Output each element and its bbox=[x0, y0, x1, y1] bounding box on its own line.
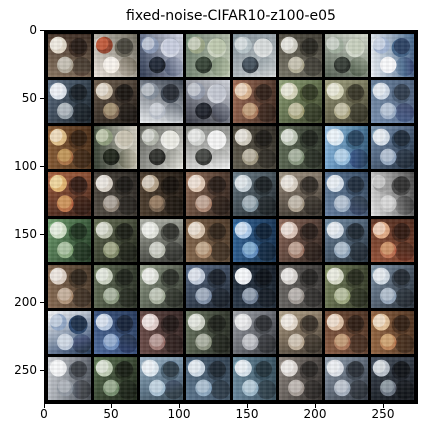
generated-image-tile bbox=[279, 219, 322, 262]
generated-image-tile bbox=[94, 357, 137, 400]
generated-image-tile bbox=[371, 357, 414, 400]
generated-image-tile bbox=[233, 311, 276, 354]
y-tick-50 bbox=[40, 98, 44, 99]
generated-image-tile bbox=[186, 80, 229, 123]
generated-image-tile bbox=[48, 126, 91, 169]
generated-image-tile bbox=[325, 311, 368, 354]
generated-image-tile bbox=[94, 126, 137, 169]
generated-image-tile bbox=[48, 357, 91, 400]
y-tick-200 bbox=[40, 302, 44, 303]
generated-image-tile bbox=[279, 34, 322, 77]
y-tick-250 bbox=[40, 370, 44, 371]
x-tick-label-100: 100 bbox=[168, 408, 191, 420]
generated-image-tile bbox=[371, 34, 414, 77]
generated-image-tile bbox=[233, 265, 276, 308]
generated-image-tile bbox=[279, 357, 322, 400]
generated-image-tile bbox=[279, 126, 322, 169]
y-tick-label-100: 100 bbox=[14, 160, 37, 172]
generated-image-tile bbox=[140, 172, 183, 215]
generated-image-tile bbox=[140, 34, 183, 77]
generated-image-tile bbox=[325, 219, 368, 262]
y-tick-label-50: 50 bbox=[22, 92, 37, 104]
generated-image-tile bbox=[279, 311, 322, 354]
generated-image-tile bbox=[186, 172, 229, 215]
generated-image-tile bbox=[279, 265, 322, 308]
generated-image-tile bbox=[140, 126, 183, 169]
generated-image-tile bbox=[186, 126, 229, 169]
x-tick-label-50: 50 bbox=[103, 408, 118, 420]
generated-image-tile bbox=[371, 172, 414, 215]
generated-image-tile bbox=[94, 172, 137, 215]
y-tick-150 bbox=[40, 234, 44, 235]
generated-image-tile bbox=[186, 265, 229, 308]
image-grid-frame bbox=[44, 30, 418, 404]
generated-image-tile bbox=[233, 219, 276, 262]
generated-image-tile bbox=[186, 34, 229, 77]
generated-image-tile bbox=[371, 265, 414, 308]
generated-image-tile bbox=[48, 311, 91, 354]
generated-image-tile bbox=[48, 34, 91, 77]
generated-image-tile bbox=[186, 357, 229, 400]
x-tick-label-200: 200 bbox=[304, 408, 327, 420]
generated-image-tile bbox=[48, 80, 91, 123]
x-tick-label-250: 250 bbox=[372, 408, 395, 420]
generated-image-tile bbox=[140, 265, 183, 308]
y-tick-label-250: 250 bbox=[14, 364, 37, 376]
generated-image-tile bbox=[94, 34, 137, 77]
generated-image-tile bbox=[48, 219, 91, 262]
y-tick-100 bbox=[40, 166, 44, 167]
generated-image-tile bbox=[325, 172, 368, 215]
generated-image-tile bbox=[325, 34, 368, 77]
generated-image-tile bbox=[279, 80, 322, 123]
generated-image-tile bbox=[94, 311, 137, 354]
generated-image-tile bbox=[186, 311, 229, 354]
figure-title: fixed-noise-CIFAR10-z100-e05 bbox=[44, 8, 418, 24]
generated-image-tile bbox=[233, 80, 276, 123]
y-tick-label-0: 0 bbox=[29, 24, 37, 36]
generated-image-tile bbox=[48, 172, 91, 215]
generated-image-tile bbox=[186, 219, 229, 262]
generated-image-tile bbox=[279, 172, 322, 215]
generated-image-tile bbox=[325, 357, 368, 400]
generated-image-tile bbox=[371, 311, 414, 354]
generated-image-tile bbox=[140, 80, 183, 123]
generated-image-tile bbox=[94, 219, 137, 262]
y-tick-label-200: 200 bbox=[14, 296, 37, 308]
generated-image-tile bbox=[325, 126, 368, 169]
generated-image-tile bbox=[325, 80, 368, 123]
generated-image-tile bbox=[233, 172, 276, 215]
generated-image-tile bbox=[140, 311, 183, 354]
x-tick-label-150: 150 bbox=[236, 408, 259, 420]
y-tick-0 bbox=[40, 30, 44, 31]
generated-image-tile bbox=[233, 34, 276, 77]
generated-image-tile bbox=[371, 126, 414, 169]
generated-image-tile bbox=[94, 265, 137, 308]
generated-image-tile bbox=[371, 219, 414, 262]
image-grid bbox=[45, 31, 417, 403]
generated-image-tile bbox=[140, 219, 183, 262]
x-tick-label-0: 0 bbox=[40, 408, 48, 420]
generated-image-tile bbox=[325, 265, 368, 308]
generated-image-tile bbox=[48, 265, 91, 308]
generated-image-tile bbox=[233, 126, 276, 169]
y-tick-label-150: 150 bbox=[14, 228, 37, 240]
generated-image-tile bbox=[233, 357, 276, 400]
generated-image-tile bbox=[94, 80, 137, 123]
generated-image-tile bbox=[371, 80, 414, 123]
generated-image-tile bbox=[140, 357, 183, 400]
